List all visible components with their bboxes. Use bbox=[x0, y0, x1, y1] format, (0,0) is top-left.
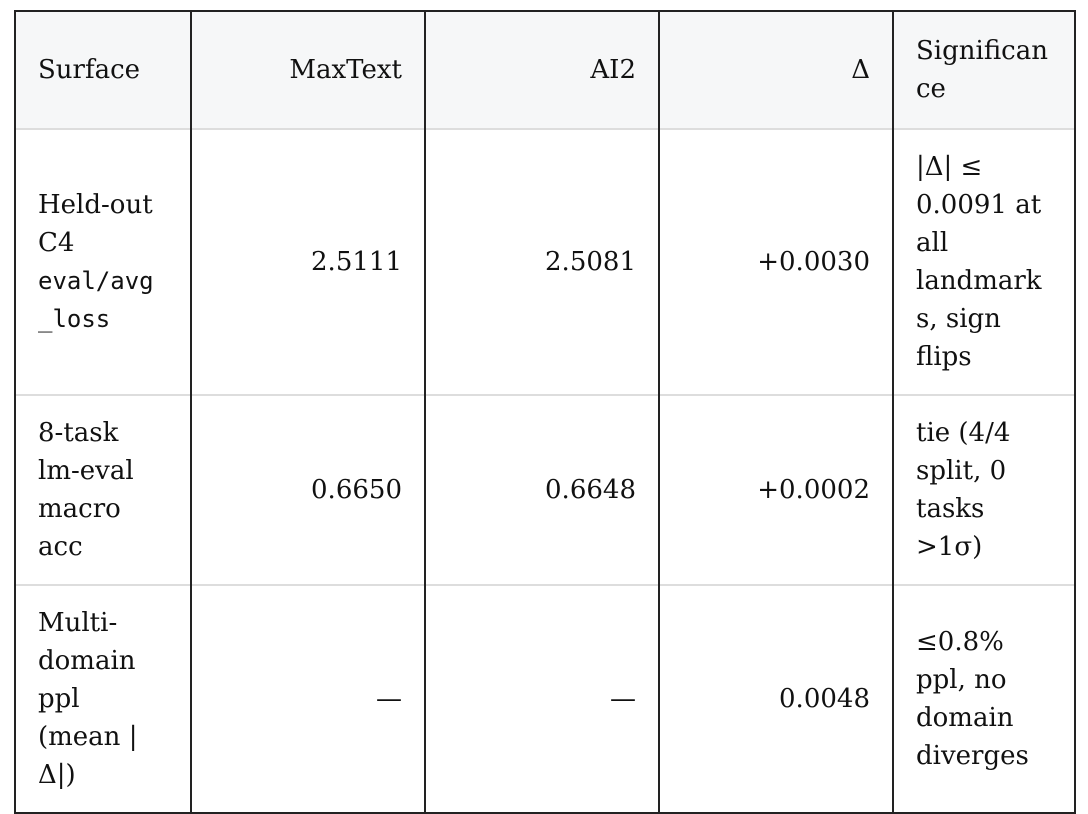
cell-text: Held-out C4 bbox=[38, 190, 153, 258]
table-row: Held-out C4 eval/avg_loss 2.5111 2.5081 +0.… bbox=[14, 129, 1076, 395]
cell-text: Multi-domain ppl (mean |Δ|) bbox=[38, 608, 138, 790]
header-cell: Significance bbox=[892, 11, 1076, 129]
table-cell: +0.0002 bbox=[658, 395, 894, 585]
table-cell: 0.0048 bbox=[658, 585, 894, 813]
table-cell: — bbox=[424, 585, 660, 813]
table-body: Held-out C4 eval/avg_loss 2.5111 2.5081 +0.… bbox=[14, 129, 1076, 813]
cell-text: 8-task lm-eval macro acc bbox=[38, 418, 134, 562]
table-row: Multi-domain ppl (mean |Δ|) — —0.0048 ≤0.8%… bbox=[14, 585, 1076, 813]
header-cell: Surface bbox=[14, 11, 192, 129]
table-cell: 2.5111 bbox=[190, 129, 426, 395]
page: {"table": { "header": ["Surface", "MaxTe… bbox=[14, 11, 1076, 813]
header-cell: Δ bbox=[658, 11, 894, 129]
table-cell: 8-task lm-eval macro acc bbox=[14, 395, 192, 585]
table-cell: ≤0.8% ppl, no domain diverges bbox=[892, 585, 1076, 813]
table-cell: |Δ| ≤ 0.0091 at all landmarks, sign flip… bbox=[892, 129, 1076, 395]
table-row: 8-task lm-eval macro acc 0.6650 0.6648 +0.0… bbox=[14, 395, 1076, 585]
table-cell: Multi-domain ppl (mean |Δ|) bbox=[14, 585, 192, 813]
results-table: Surface MaxText AI2 Δ Significance Held-out … bbox=[14, 10, 1076, 814]
table-cell: Held-out C4 eval/avg_loss bbox=[14, 129, 192, 395]
table-cell: — bbox=[190, 585, 426, 813]
table-cell: 2.5081 bbox=[424, 129, 660, 395]
table-cell: +0.0030 bbox=[658, 129, 894, 395]
table-cell: 0.6650 bbox=[190, 395, 426, 585]
cell-code: eval/avg_loss bbox=[38, 267, 154, 333]
header-row: Surface MaxText AI2 Δ Significance bbox=[14, 11, 1076, 129]
table-cell: tie (4/4 split, 0 tasks >1σ) bbox=[892, 395, 1076, 585]
header-cell: MaxText bbox=[190, 11, 426, 129]
header-cell: AI2 bbox=[424, 11, 660, 129]
table-header: Surface MaxText AI2 Δ Significance bbox=[14, 11, 1076, 129]
table-cell: 0.6648 bbox=[424, 395, 660, 585]
